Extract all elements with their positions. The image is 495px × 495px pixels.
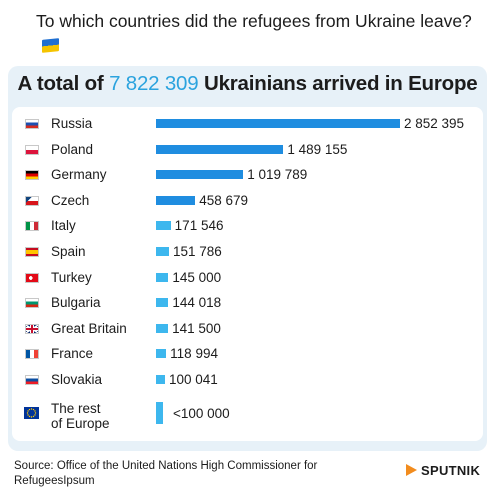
value-label: 1 489 155 [287, 141, 348, 157]
bar-row: Germany 1 019 789 [0, 166, 495, 186]
country-label: Slovakia [51, 372, 103, 387]
country-label: Germany [51, 167, 107, 183]
country-label: Poland [51, 141, 94, 157]
bulgaria-flag-icon [25, 298, 39, 309]
bar-row: The rest of Europe <100 000 [0, 401, 495, 431]
value-label: 151 786 [172, 244, 222, 259]
value-label: 2 852 395 [404, 116, 465, 131]
country-label: Spain [51, 244, 86, 259]
country-label: Bulgaria [51, 295, 101, 311]
country-label: Great Britain [51, 320, 127, 336]
value-label: 171 546 [174, 218, 224, 234]
bar-row: Czech 458 679 [0, 192, 495, 212]
question-title: To which countries did the refugees from… [36, 10, 476, 54]
bar-row: Poland 1 489 155 [0, 141, 495, 161]
brand-name: SPUTNIK [421, 463, 481, 478]
country-label: The rest of Europe [51, 400, 110, 431]
poland-flag-icon [25, 144, 39, 155]
country-label: France [51, 346, 94, 362]
spain-flag-icon [25, 247, 39, 257]
slovakia-flag-icon [25, 375, 39, 385]
total-prefix: A total of [17, 72, 104, 95]
bar [156, 323, 169, 333]
value-label: 1 019 789 [247, 167, 308, 183]
germany-flag-icon [25, 170, 39, 181]
italy-flag-icon [25, 221, 39, 232]
bar-row: Turkey 145 000 [0, 269, 495, 289]
ukraine-flag-icon [42, 38, 59, 53]
europe-flag-icon [24, 406, 39, 419]
value-label: 141 500 [172, 320, 221, 336]
value-label: <100 000 [173, 405, 230, 421]
bar-row: Slovakia 100 041 [0, 371, 495, 391]
brand-logo: SPUTNIK [406, 463, 480, 478]
total-heading: A total of 7 822 309 Ukrainians arrived … [8, 72, 487, 96]
bar [156, 349, 167, 359]
bar-row: France 118 994 [0, 345, 495, 365]
value-label: 118 994 [170, 346, 218, 362]
bar [156, 247, 169, 256]
total-suffix: Ukrainians arrived in Europe [203, 72, 478, 95]
question-text: To which countries did the refugees from… [36, 11, 472, 31]
bar [156, 375, 165, 384]
value-label: 144 018 [172, 295, 222, 311]
bar [156, 298, 169, 308]
bar [156, 170, 244, 180]
great-britain-flag-icon [25, 323, 39, 334]
bar [156, 221, 171, 231]
france-flag-icon [25, 349, 39, 360]
value-label: 458 679 [199, 192, 249, 208]
bar-row: Spain 151 786 [0, 243, 495, 263]
total-value: 7 822 309 [109, 72, 199, 95]
value-label: 145 000 [172, 269, 222, 285]
sputnik-logo-icon [406, 464, 417, 476]
country-label: Czech [51, 192, 90, 208]
turkey-flag-icon [25, 272, 39, 283]
bar [156, 272, 169, 282]
chart-card [12, 107, 483, 441]
czech-flag-icon [25, 195, 39, 206]
bar [156, 144, 284, 154]
bar-row: Bulgaria 144 018 [0, 294, 495, 314]
bar-row: Great Britain 141 500 [0, 320, 495, 340]
bar [156, 119, 400, 128]
value-label: 100 041 [169, 372, 218, 387]
country-label: Turkey [51, 269, 92, 285]
country-label: Italy [51, 218, 76, 234]
russia-flag-icon [25, 119, 39, 129]
bar-row: Russia 2 852 395 [0, 115, 495, 135]
bar [156, 401, 163, 424]
source-note: Source: Office of the United Nations Hig… [14, 460, 318, 487]
bar [156, 195, 196, 205]
bar-row: Italy 171 546 [0, 217, 495, 237]
country-label: Russia [51, 116, 93, 131]
